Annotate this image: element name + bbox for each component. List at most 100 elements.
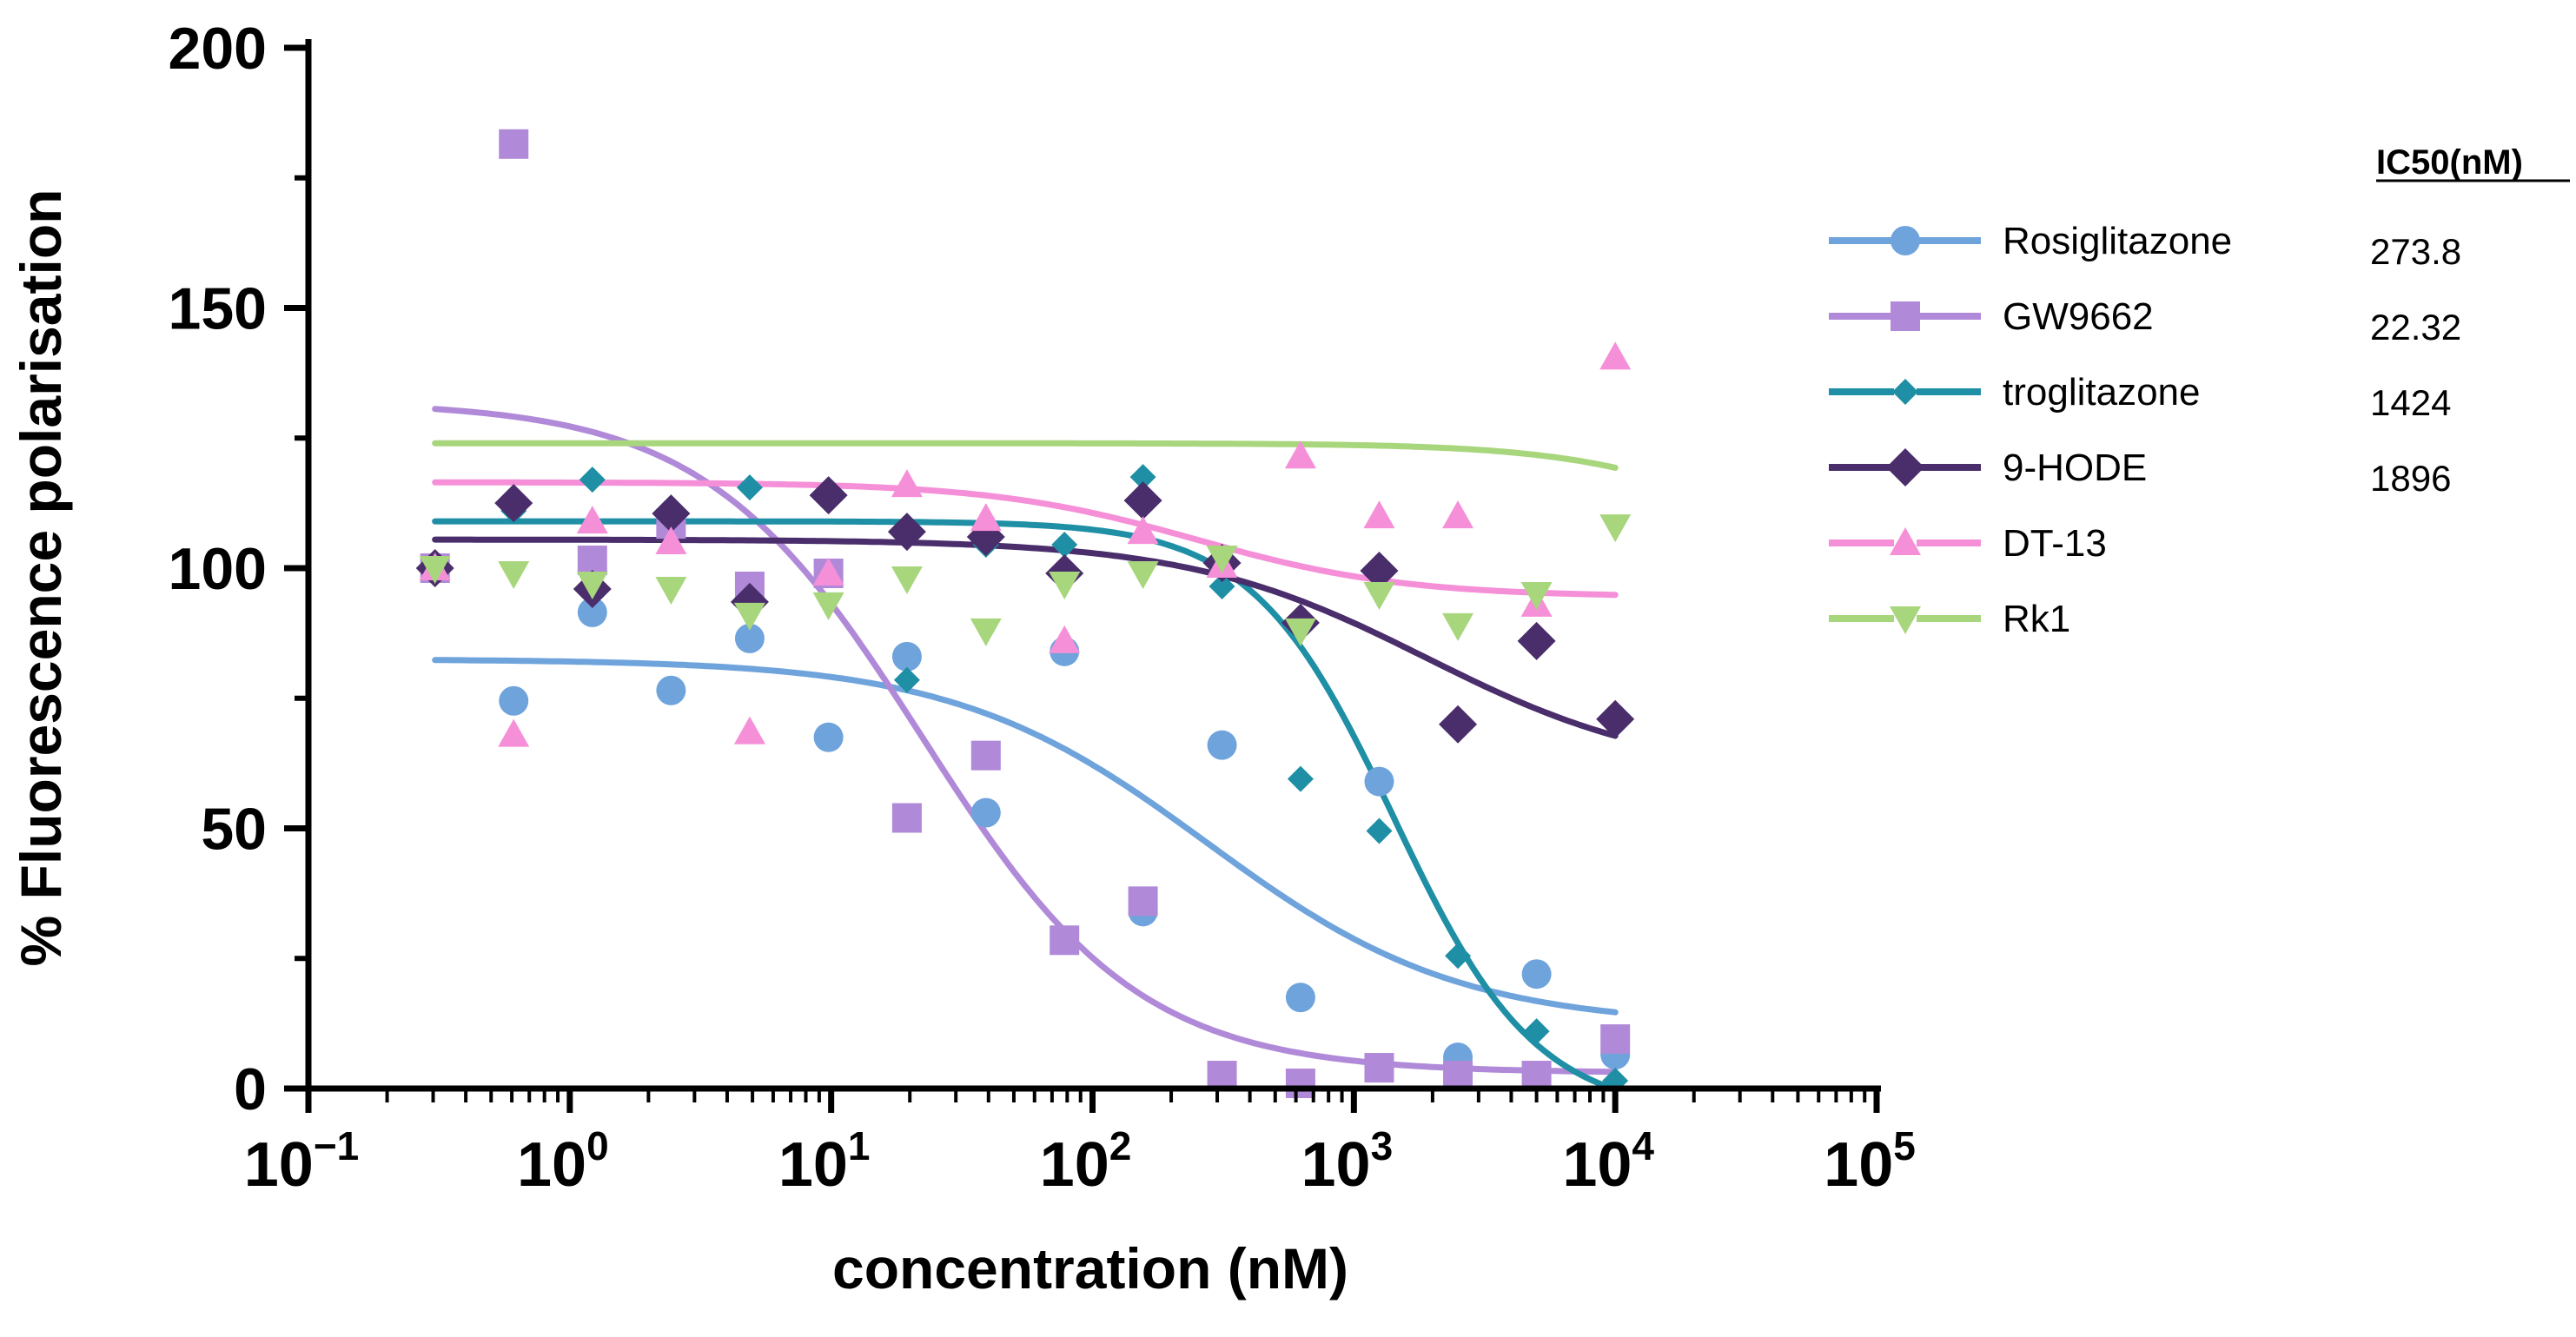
data-point-rk1 [970, 618, 1002, 646]
fit-curve-troglitazone [432, 518, 1619, 1093]
legend-marker [1890, 606, 1921, 634]
ic50-value: 273.8 [2370, 231, 2461, 272]
x-tick-label: 101 [778, 1123, 871, 1200]
y-tick-label: 100 [169, 536, 267, 602]
data-point-dt-13 [1442, 500, 1474, 529]
data-point-troglitazone [1129, 464, 1156, 491]
x-tick-label: 100 [517, 1123, 609, 1200]
data-point-dt-13 [576, 506, 608, 534]
data-point-9-hode [494, 484, 533, 523]
data-point-rosiglitazone [499, 685, 529, 716]
data-points [415, 129, 1635, 1099]
x-tick-label: 10−1 [244, 1123, 360, 1200]
legend-label: Rk1 [2003, 598, 2070, 640]
legend-marker [1891, 301, 1920, 331]
data-point-rosiglitazone [970, 798, 1001, 828]
fit-curve-9-hode [432, 536, 1619, 739]
legend-marker [1886, 448, 1924, 486]
data-point-dt-13 [498, 718, 530, 747]
y-tick-label: 50 [201, 797, 267, 863]
ic50-value: 22.32 [2370, 307, 2461, 347]
legend-entry-rk1: Rk1 [1829, 598, 2070, 640]
data-point-gw9662 [1128, 886, 1158, 917]
data-point-rosiglitazone [1207, 730, 1237, 760]
data-point-rk1 [498, 560, 530, 589]
data-point-rosiglitazone [891, 641, 922, 672]
legend-label: GW9662 [2003, 295, 2154, 338]
data-point-rk1 [1049, 571, 1081, 599]
y-axis-title: % Fluorescence polarisation [9, 189, 73, 967]
data-point-troglitazone [1287, 765, 1314, 792]
data-point-troglitazone [579, 467, 606, 493]
data-point-rk1 [891, 566, 923, 594]
fit-curves [432, 406, 1619, 1093]
data-point-9-hode [1439, 705, 1478, 744]
data-point-troglitazone [1523, 1018, 1550, 1045]
data-point-troglitazone [893, 666, 920, 693]
data-point-rk1 [419, 556, 451, 584]
legend-entry-rosiglitazone: Rosiglitazone 273.8 [1829, 220, 2461, 272]
data-point-rosiglitazone [734, 623, 765, 653]
ic50-value: 1896 [2370, 458, 2451, 499]
data-point-dt-13 [970, 503, 1002, 532]
data-point-rosiglitazone [1285, 983, 1315, 1013]
data-point-rosiglitazone [1521, 959, 1552, 990]
data-point-gw9662 [1521, 1061, 1552, 1091]
data-point-rk1 [1599, 514, 1632, 543]
data-point-9-hode [1123, 481, 1162, 520]
legend-label: 9-HODE [2003, 447, 2147, 489]
data-point-gw9662 [1600, 1024, 1631, 1055]
data-point-dt-13 [1284, 440, 1316, 469]
legend-entry-dt-13: DT-13 [1829, 522, 2107, 565]
x-axis-title: concentration (nM) [832, 1236, 1348, 1301]
x-tick-label: 103 [1301, 1123, 1393, 1200]
data-point-rk1 [1520, 581, 1553, 610]
data-point-troglitazone [1445, 943, 1472, 970]
legend-marker [1890, 527, 1921, 555]
x-tick-label: 102 [1040, 1123, 1132, 1200]
data-point-rosiglitazone [577, 597, 607, 627]
fit-curve-dt-13 [432, 479, 1619, 599]
legend-label: Rosiglitazone [2003, 220, 2232, 262]
data-point-gw9662 [1207, 1061, 1237, 1091]
data-point-rosiglitazone [813, 722, 844, 752]
fit-curve-rosiglitazone [432, 657, 1619, 1016]
data-point-rk1 [1363, 581, 1395, 610]
y-tick-label: 0 [234, 1056, 267, 1122]
data-point-gw9662 [499, 129, 529, 159]
data-point-rk1 [1442, 612, 1474, 641]
data-point-9-hode [887, 513, 926, 552]
y-tick-label: 200 [169, 16, 267, 82]
ic50-header: IC50(nM) [2376, 143, 2523, 182]
data-point-dt-13 [1363, 500, 1395, 529]
data-point-dt-13 [891, 469, 923, 498]
data-point-troglitazone [1209, 573, 1235, 599]
data-point-gw9662 [1050, 925, 1080, 956]
data-point-dt-13 [655, 526, 687, 555]
data-point-dt-13 [733, 716, 765, 745]
data-point-dt-13 [812, 557, 844, 586]
legend-label: DT-13 [2003, 522, 2107, 565]
axes: 0 50 100 150 200 10−1 100 101 102 103 104 105 [169, 16, 1916, 1200]
data-point-rk1 [655, 576, 687, 605]
data-point-dt-13 [1049, 625, 1081, 653]
data-point-9-hode [1360, 551, 1399, 590]
x-tick-label: 105 [1824, 1123, 1916, 1200]
data-point-9-hode [1517, 621, 1556, 660]
y-tick-label: 150 [169, 276, 267, 342]
x-tick-label: 104 [1562, 1123, 1654, 1200]
legend-entry-gw9662: GW9662 22.32 [1829, 295, 2461, 347]
data-point-9-hode [809, 476, 848, 515]
data-point-rk1 [576, 571, 608, 599]
legend: IC50(nM) Rosiglitazone 273.8 GW9662 22.32 tro… [1829, 143, 2570, 640]
data-point-rk1 [1284, 618, 1316, 646]
data-point-gw9662 [1364, 1053, 1394, 1083]
fit-curve-rk1 [432, 440, 1619, 471]
legend-entry-9-hode: 9-HODE 1896 [1829, 447, 2451, 499]
data-point-rk1 [812, 592, 844, 620]
data-point-rk1 [733, 602, 765, 631]
data-point-9-hode [1596, 699, 1635, 738]
data-point-rosiglitazone [656, 675, 686, 705]
data-point-dt-13 [1127, 516, 1159, 545]
